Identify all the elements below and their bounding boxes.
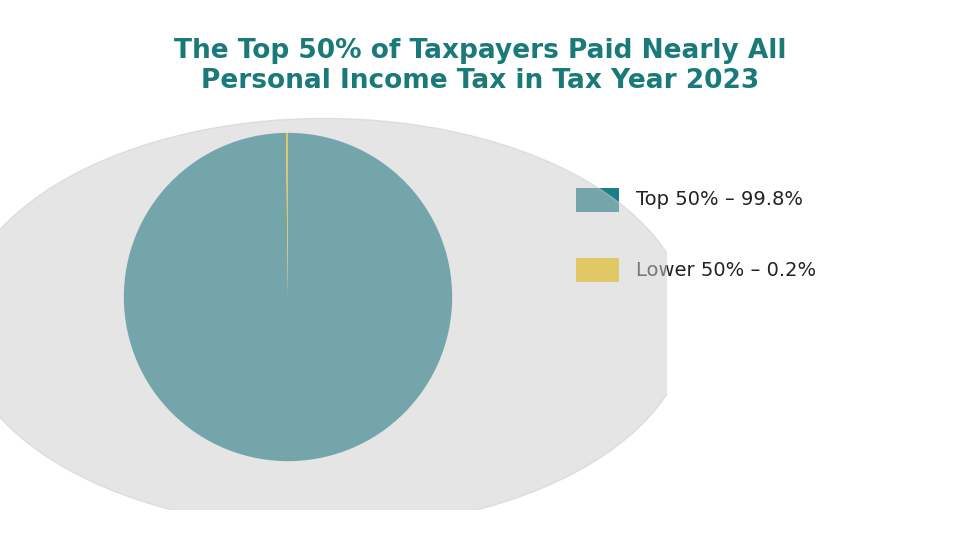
Wedge shape xyxy=(286,133,288,297)
Text: The Top 50% of Taxpayers Paid Nearly All
Personal Income Tax in Tax Year 2023: The Top 50% of Taxpayers Paid Nearly All… xyxy=(174,38,786,94)
FancyBboxPatch shape xyxy=(576,258,619,282)
Text: Top 50% – 99.8%: Top 50% – 99.8% xyxy=(636,190,804,210)
FancyBboxPatch shape xyxy=(576,187,619,212)
Wedge shape xyxy=(124,133,452,461)
Ellipse shape xyxy=(0,118,689,529)
Text: Lower 50% – 0.2%: Lower 50% – 0.2% xyxy=(636,260,817,280)
